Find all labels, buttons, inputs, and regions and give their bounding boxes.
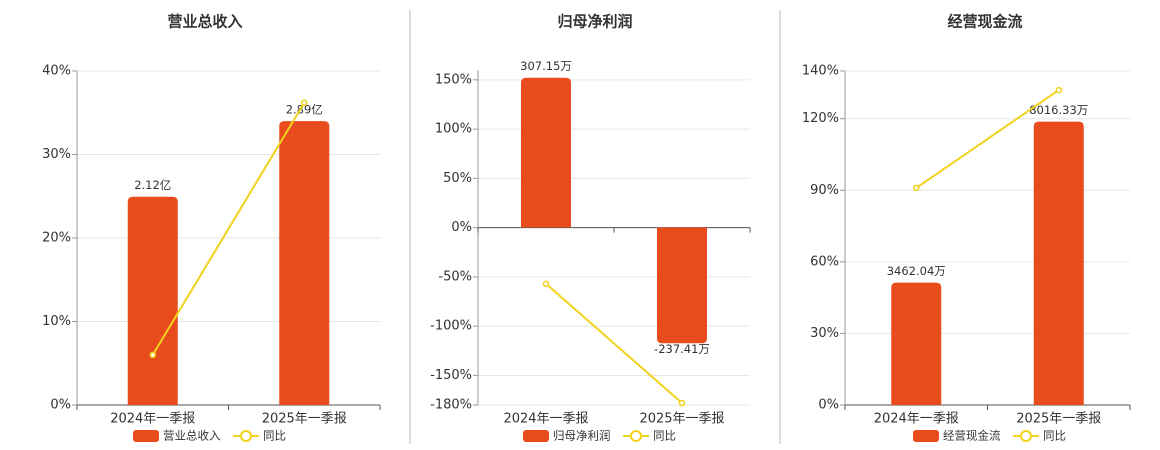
x-tick-label: 2025年一季报 <box>639 412 724 427</box>
y-tick-label: 50% <box>443 171 472 186</box>
y-tick-label: 30% <box>42 147 71 162</box>
x-tick-label: 2025年一季报 <box>262 412 347 427</box>
y-tick-label: 140% <box>802 64 839 79</box>
data-label: 3462.04万 <box>887 264 946 278</box>
legend-swatch <box>523 430 549 442</box>
line-point <box>149 351 156 359</box>
data-label: 8016.33万 <box>1029 103 1088 117</box>
y-tick-label: 30% <box>810 326 839 341</box>
line-point <box>301 99 308 106</box>
x-tick-label: 2025年一季报 <box>1016 412 1101 427</box>
data-label: -237.41万 <box>654 342 710 356</box>
legend-label: 同比 <box>1043 429 1066 443</box>
legend-swatch <box>1020 430 1032 442</box>
y-tick-label: 10% <box>42 314 71 329</box>
x-tick-label: 2024年一季报 <box>110 412 195 427</box>
legend-label: 同比 <box>653 429 676 443</box>
data-label: 307.15万 <box>520 59 572 73</box>
y-tick-label: 0% <box>451 220 472 235</box>
y-tick-label: -150% <box>430 368 472 383</box>
bar <box>891 282 942 405</box>
bar <box>521 77 571 228</box>
chart-title: 营业总收入 <box>167 13 242 31</box>
y-tick-label: 100% <box>435 122 472 137</box>
chart-title: 经营现金流 <box>947 13 1022 31</box>
line-point <box>678 399 686 407</box>
y-tick-label: 40% <box>42 64 71 79</box>
legend-swatch <box>913 430 939 442</box>
bar <box>657 227 707 344</box>
x-tick-label: 2024年一季报 <box>874 412 959 427</box>
y-tick-label: 0% <box>818 398 839 413</box>
y-tick-label: 60% <box>810 254 839 269</box>
legend-label: 营业总收入 <box>163 429 221 443</box>
line-point <box>542 280 550 288</box>
bar <box>279 121 330 405</box>
y-tick-label: 120% <box>802 111 839 126</box>
line <box>915 89 1060 189</box>
y-tick-label: 0% <box>50 398 71 413</box>
chart-title: 归母净利润 <box>557 13 632 31</box>
line-point <box>1055 86 1062 94</box>
x-tick-label: 2024年一季报 <box>503 412 588 427</box>
y-tick-label: 90% <box>810 183 839 198</box>
y-tick-label: -50% <box>438 269 472 284</box>
legend-label: 经营现金流 <box>943 429 1001 443</box>
line <box>545 283 683 404</box>
line <box>151 102 306 356</box>
legend-swatch <box>133 430 159 442</box>
line-point <box>913 184 920 192</box>
legend-swatch <box>630 430 642 442</box>
y-tick-label: 150% <box>435 72 472 87</box>
y-tick-label: -100% <box>430 319 472 334</box>
y-tick-label: 20% <box>42 231 71 246</box>
legend-swatch <box>240 430 252 442</box>
bar <box>1033 121 1084 405</box>
legend-label: 同比 <box>263 429 286 443</box>
legend-label: 归母净利润 <box>553 429 611 443</box>
data-label: 2.89亿 <box>286 103 323 117</box>
bar <box>127 196 178 405</box>
y-tick-label: -180% <box>430 398 472 413</box>
data-label: 2.12亿 <box>134 178 171 192</box>
